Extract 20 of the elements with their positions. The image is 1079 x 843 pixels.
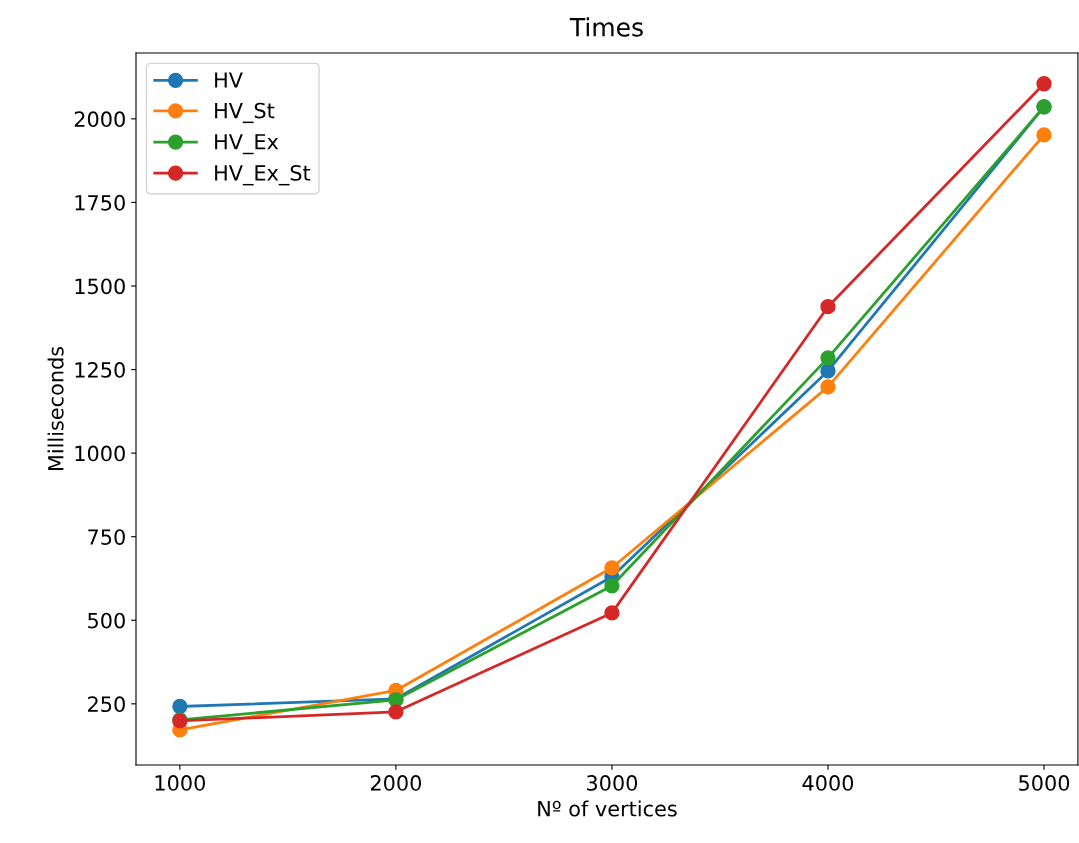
x-tick-label: 3000 bbox=[587, 775, 638, 791]
y-tick-label: 250 bbox=[88, 696, 125, 713]
legend-label: HV_Ex_St bbox=[215, 165, 311, 186]
y-tick-label: 1000 bbox=[75, 445, 125, 462]
legend-label: HV_Ex bbox=[215, 134, 279, 155]
y-tick-label: 750 bbox=[88, 529, 125, 545]
x-tick-label: 1000 bbox=[155, 775, 205, 791]
x-tick-label: 2000 bbox=[370, 775, 422, 791]
x-tick-label: 5000 bbox=[1019, 775, 1070, 791]
legend-label: HV bbox=[215, 72, 243, 88]
y-tick-label: 1250 bbox=[75, 362, 125, 378]
y-tick-label: 2000 bbox=[74, 111, 125, 128]
x-axis-title: Nº of vertices bbox=[538, 800, 677, 817]
y-tick-label: 500 bbox=[88, 612, 125, 629]
y-tick-label: 1500 bbox=[75, 278, 125, 295]
chart-title: Times bbox=[569, 17, 643, 37]
y-tick-label: 1750 bbox=[75, 194, 125, 211]
y-axis-title: Milliseconds bbox=[47, 346, 64, 471]
x-tick-label: 4000 bbox=[802, 775, 854, 791]
legend-label: HV_St bbox=[215, 102, 275, 124]
